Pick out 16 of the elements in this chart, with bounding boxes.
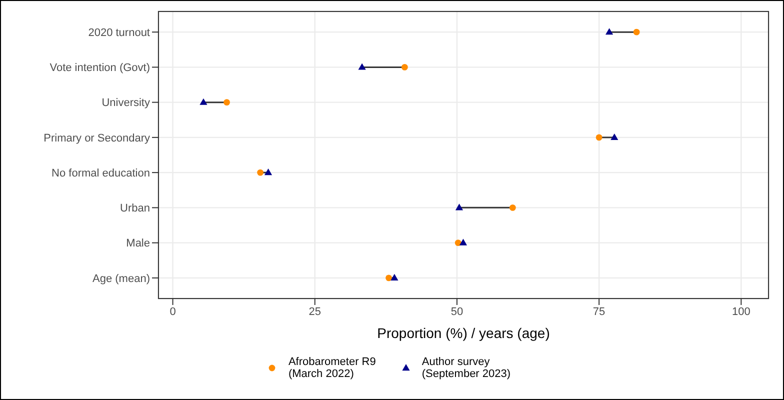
legend-label: Author survey (September 2023) [422,356,511,380]
y-tick-label: Vote intention (Govt) [50,62,150,74]
x-tick-label: 0 [170,306,176,318]
legend-label: Afrobarometer R9 (March 2022) [288,356,376,380]
x-tick-label: 100 [732,306,750,318]
y-tick-label: University [102,97,150,110]
x-tick-label: 50 [450,306,464,318]
y-tick-label: Age (mean) [92,272,150,285]
x-tick-label: 75 [592,306,606,318]
x-axis-title: Proportion (%) / years (age) [377,325,550,341]
y-tick-label: 2020 turnout [88,26,150,39]
y-tick-label: No formal education [52,167,150,180]
x-tick-label: 25 [308,306,321,318]
y-tick-label: Urban [120,202,150,215]
y-tick-label: Primary or Secondary [44,132,150,144]
y-tick-label: Male [126,238,150,250]
